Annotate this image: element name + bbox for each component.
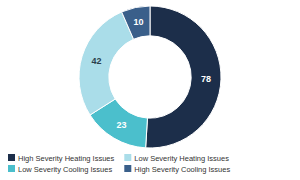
legend-item: High Severity Cooling Issues: [124, 165, 230, 174]
legend-label: Low Severity Cooling Issues: [18, 165, 112, 174]
data-label: 78: [201, 74, 211, 84]
legend-item: Low Severity Cooling Issues: [8, 165, 112, 174]
slice: [122, 6, 150, 39]
legend-item: High Severity Heating Issues: [8, 154, 115, 163]
legend-swatch: [8, 165, 15, 172]
legend-item: Low Severity Heating Issues: [124, 154, 229, 163]
chart: High Severity Heating Issues Low Severity…: [0, 0, 300, 180]
legend-swatch: [8, 154, 15, 161]
slice: [146, 6, 221, 148]
plot: [79, 6, 221, 148]
data-labels: 78 23 42 10: [91, 17, 211, 130]
data-label: 10: [134, 17, 144, 27]
legend-swatch: [124, 165, 131, 172]
legend-label: High Severity Heating Issues: [18, 154, 115, 163]
legend-swatch: [124, 154, 131, 161]
data-label: 42: [91, 56, 101, 66]
slice: [79, 12, 134, 115]
data-label: 23: [116, 120, 126, 130]
legend: High Severity Heating Issues Low Severity…: [8, 154, 230, 174]
legend-label: Low Severity Heating Issues: [134, 154, 229, 163]
legend-label: High Severity Cooling Issues: [134, 165, 230, 174]
